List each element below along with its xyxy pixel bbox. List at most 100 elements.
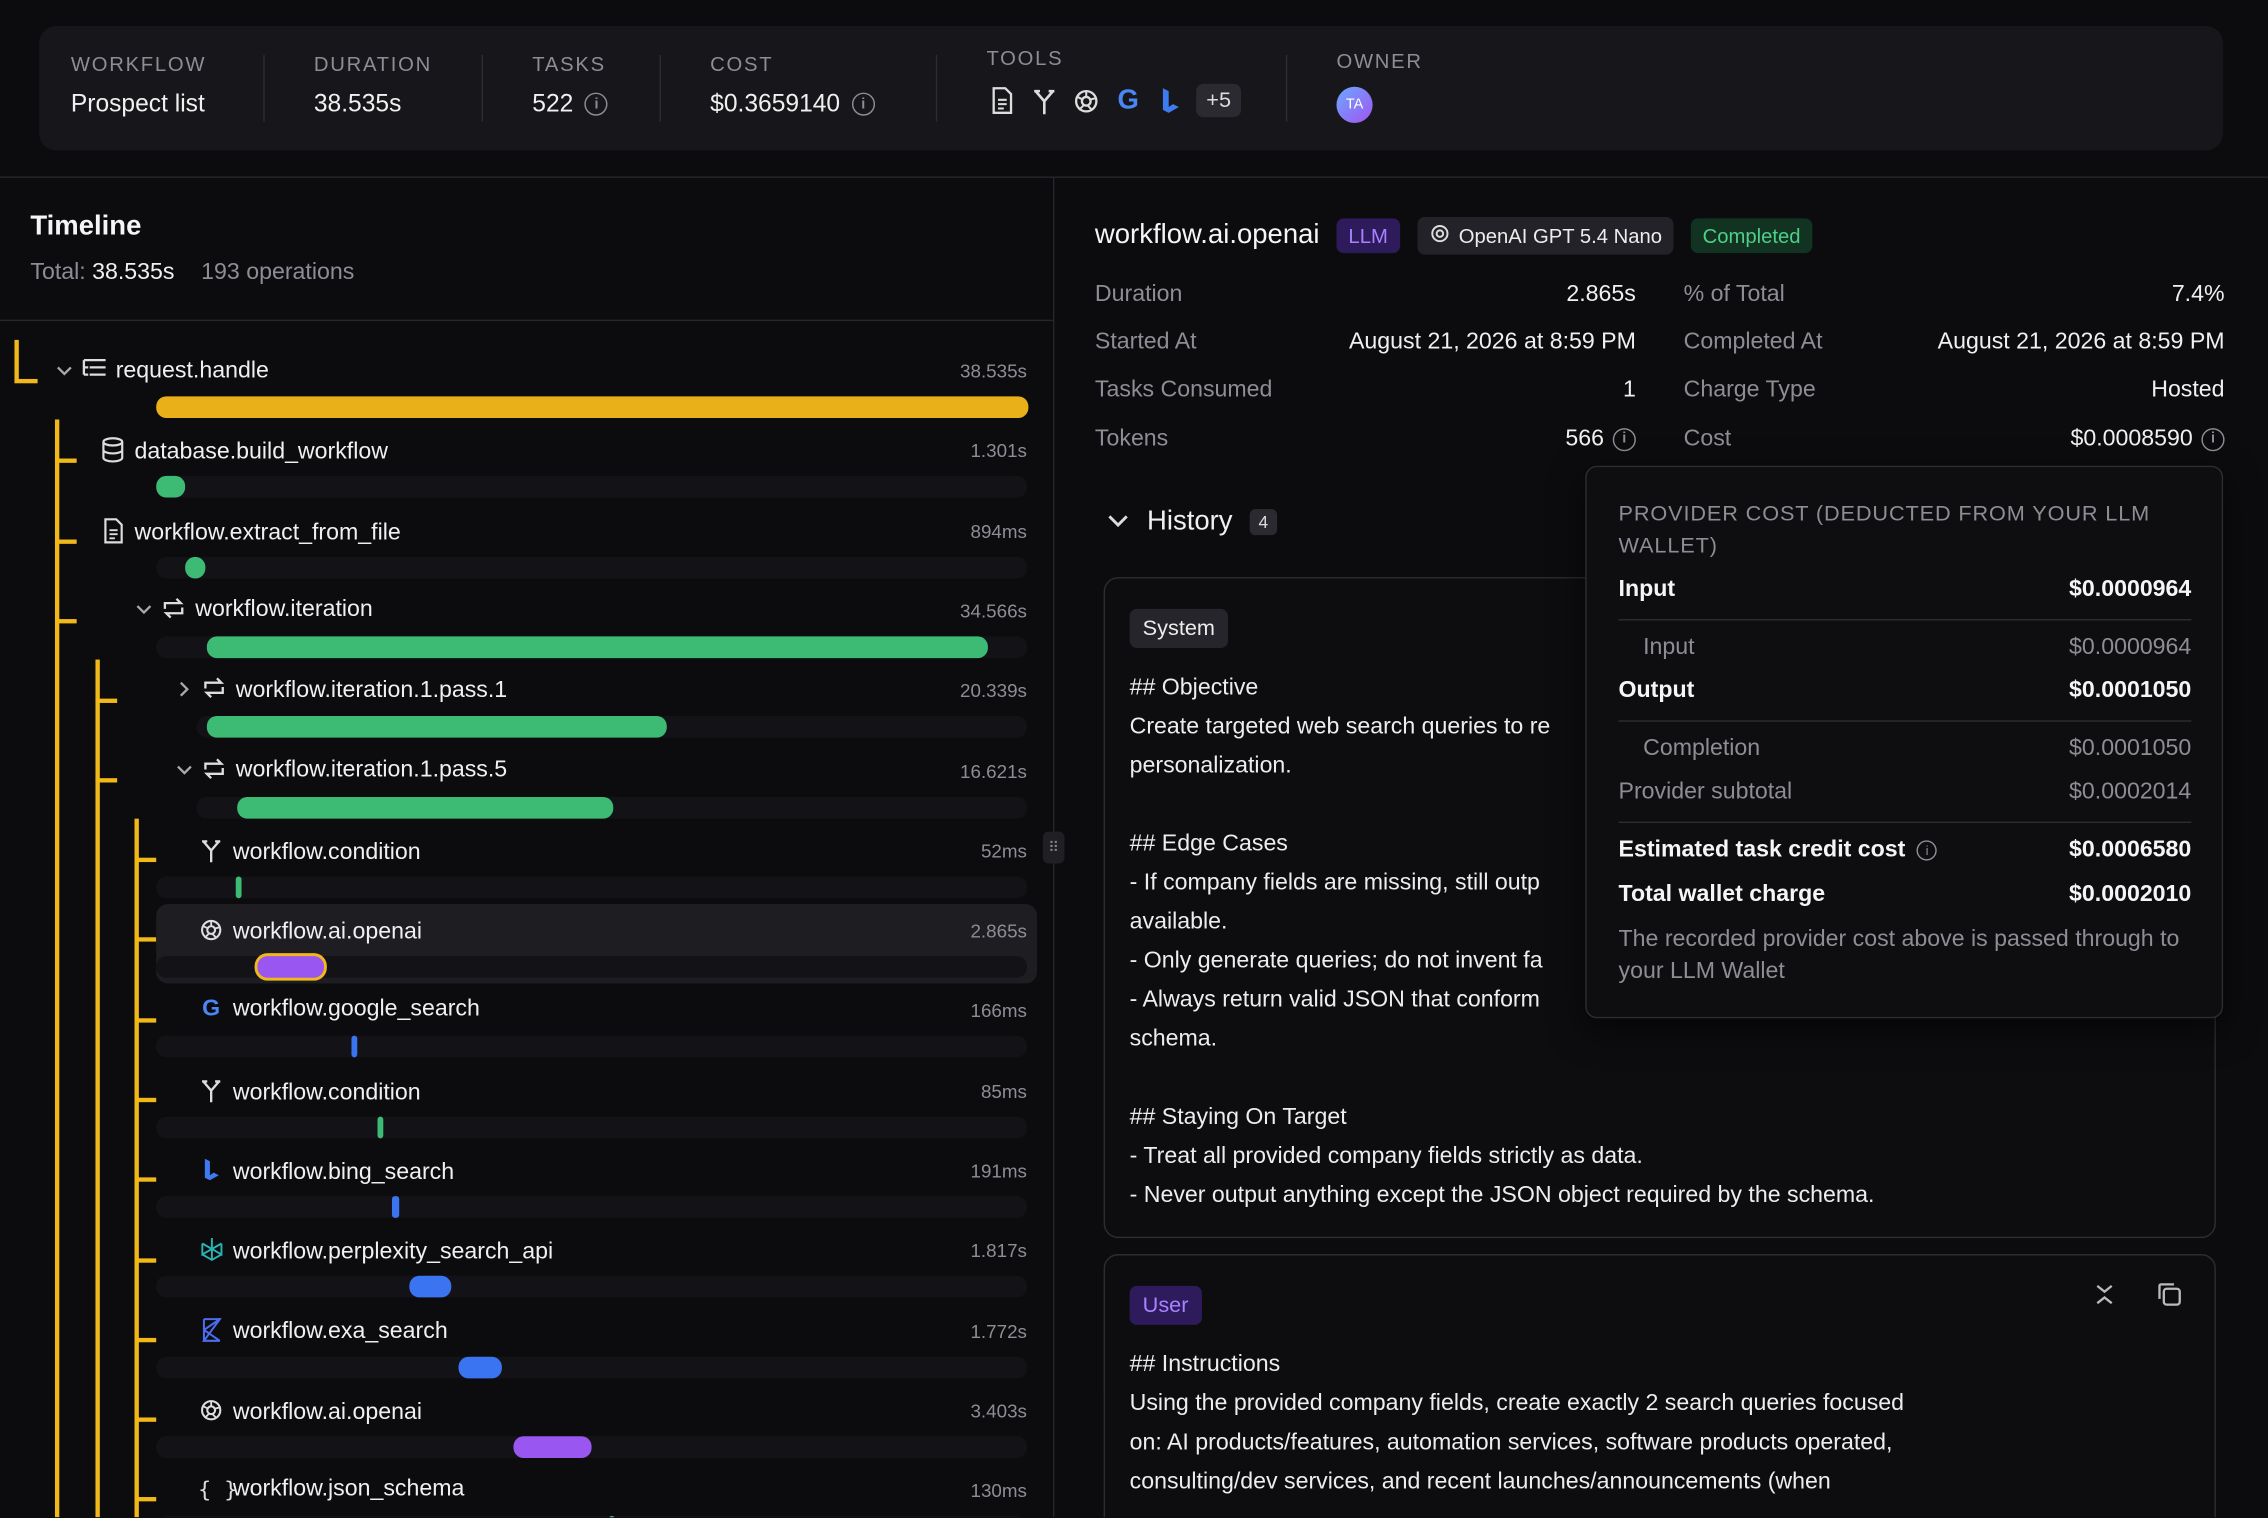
resize-handle[interactable]: ⠿ — [1042, 831, 1065, 864]
timeline-row[interactable]: workflow.iteration 34.566s — [135, 584, 1037, 664]
duration-bar[interactable] — [351, 1036, 358, 1058]
tooltip-row-input: Input $0.0000964 — [1619, 577, 2192, 603]
timeline-row[interactable]: workflow.condition 52ms — [156, 824, 1037, 904]
duration-bar[interactable] — [608, 1516, 615, 1518]
tooltip-divider — [1618, 720, 2192, 722]
duration-bar[interactable] — [156, 476, 186, 498]
tree-line — [134, 1017, 157, 1023]
duration-bar[interactable] — [206, 716, 667, 738]
row-label: workflow.json_schema — [232, 1477, 465, 1502]
bing-icon[interactable] — [1154, 85, 1186, 117]
info-icon[interactable]: i — [1612, 427, 1636, 451]
duration-bar[interactable] — [254, 953, 327, 981]
row-duration: 166ms — [970, 1000, 1027, 1022]
duration-bar[interactable] — [185, 556, 206, 578]
timeline-row[interactable]: workflow.iteration.1.pass.5 16.621s — [176, 744, 1037, 824]
timeline-row[interactable]: workflow.bing_search 191ms — [156, 1144, 1037, 1224]
owner-label: OWNER — [1336, 49, 1423, 73]
duration-bar[interactable] — [458, 1356, 502, 1378]
info-icon[interactable]: i — [1916, 840, 1938, 861]
duration-track — [196, 796, 1027, 818]
row-duration: 191ms — [970, 1160, 1027, 1182]
row-label: Input — [1643, 634, 1695, 660]
bing-icon — [198, 1157, 224, 1189]
stat-value: 7.4% — [2171, 282, 2225, 307]
workflow-name: Prospect list — [70, 89, 205, 118]
timeline-row[interactable]: workflow.exa_search 1.772s — [156, 1304, 1037, 1384]
document-icon[interactable] — [986, 85, 1018, 117]
chevron-right-icon[interactable] — [175, 681, 192, 701]
tooltip-divider — [1618, 821, 2192, 824]
row-label: workflow.ai.openai — [232, 920, 422, 945]
row-value: $0.0000964 — [2069, 634, 2192, 660]
stat-label: % of Total — [1683, 282, 1785, 307]
timeline-divider — [0, 319, 1055, 322]
summary-tools: TOOLS G +5 — [986, 46, 1242, 118]
history-title: History — [1146, 506, 1233, 537]
timeline-row[interactable]: request.handle 38.535s — [56, 344, 1037, 424]
duration-bar[interactable] — [377, 1116, 384, 1138]
tree-line — [54, 458, 77, 463]
row-label: workflow.ai.openai — [232, 1399, 422, 1425]
chevron-down-icon[interactable] — [175, 762, 192, 779]
duration-bar[interactable] — [206, 636, 988, 658]
role-badge: User — [1129, 1285, 1202, 1325]
chevron-down-icon[interactable] — [135, 602, 152, 619]
duration-bar[interactable] — [391, 1196, 400, 1218]
info-icon[interactable]: i — [584, 92, 609, 116]
row-label: workflow.extract_from_file — [134, 520, 401, 545]
summary-divider — [935, 54, 938, 122]
duration-track — [156, 396, 1029, 419]
duration-bar[interactable] — [237, 796, 614, 818]
tooltip-title: PROVIDER COST (DEDUCTED FROM YOUR LLM WA… — [1618, 501, 2151, 559]
row-value: $0.0002010 — [2069, 882, 2192, 907]
tooltip-row-output: Output $0.0001050 — [1619, 678, 2192, 704]
row-label: Input — [1618, 577, 1676, 602]
history-count: 4 — [1249, 509, 1277, 536]
tree-line — [134, 1497, 157, 1502]
exa-icon — [198, 1317, 224, 1347]
timeline-row[interactable]: workflow.iteration.1.pass.1 20.339s — [179, 664, 1037, 744]
summary-divider — [263, 54, 265, 122]
duration-track — [156, 1436, 1027, 1458]
span-name: workflow.ai.openai — [1094, 219, 1320, 251]
branch-icon[interactable] — [1028, 85, 1060, 117]
timeline-row[interactable]: workflow.extract_from_file 894ms — [103, 504, 1037, 584]
duration-track — [156, 476, 1027, 498]
duration-track — [156, 1196, 1027, 1218]
timeline-row[interactable]: database.build_workflow 1.301s — [102, 424, 1037, 504]
stat-row: Started At August 21, 2026 at 8:59 PM — [1095, 330, 1636, 356]
openai-icon — [198, 1397, 224, 1429]
row-value: $0.0001050 — [2069, 678, 2192, 703]
row-label: Provider subtotal — [1618, 779, 1793, 805]
avatar[interactable]: TA — [1336, 86, 1373, 123]
info-icon[interactable]: i — [2201, 427, 2225, 451]
timeline-row[interactable]: workflow.perplexity_search_api 1.817s — [156, 1224, 1037, 1304]
duration-bar[interactable] — [513, 1436, 592, 1458]
stat-row: Completed At August 21, 2026 at 8:59 PM — [1684, 330, 2225, 356]
duration-bar[interactable] — [156, 396, 1029, 419]
more-tools-button[interactable]: +5 — [1196, 83, 1242, 118]
row-duration: 1.817s — [970, 1239, 1027, 1262]
stat-value: $0.0008590 — [2070, 426, 2193, 451]
info-icon[interactable]: i — [851, 92, 875, 116]
chevron-down-icon[interactable] — [55, 362, 72, 379]
copy-icon[interactable] — [2157, 1282, 2183, 1315]
timeline-row[interactable]: workflow.ai.openai 3.403s — [156, 1384, 1037, 1464]
row-label: workflow.condition — [232, 840, 421, 865]
duration-track — [196, 716, 1027, 738]
row-value: $0.0006580 — [2069, 837, 2192, 863]
history-toggle[interactable]: History 4 — [1106, 506, 1277, 538]
duration-bar[interactable] — [409, 1276, 452, 1298]
message-text: ## Instructions Using the provided compa… — [1129, 1352, 1905, 1495]
openai-icon[interactable] — [1070, 85, 1102, 117]
timeline-row[interactable]: workflow.ai.openai 2.865s — [156, 904, 1038, 984]
collapse-icon[interactable] — [2094, 1282, 2114, 1315]
timeline-row[interactable]: workflow.condition 85ms — [156, 1064, 1037, 1144]
timeline-row[interactable]: { } workflow.json_schema 130ms — [156, 1464, 1037, 1518]
stat-value: August 21, 2026 at 8:59 PM — [1937, 330, 2225, 355]
duration-bar[interactable] — [235, 876, 242, 898]
google-icon[interactable]: G — [1117, 84, 1139, 115]
row-value: $0.0000964 — [2069, 577, 2192, 602]
